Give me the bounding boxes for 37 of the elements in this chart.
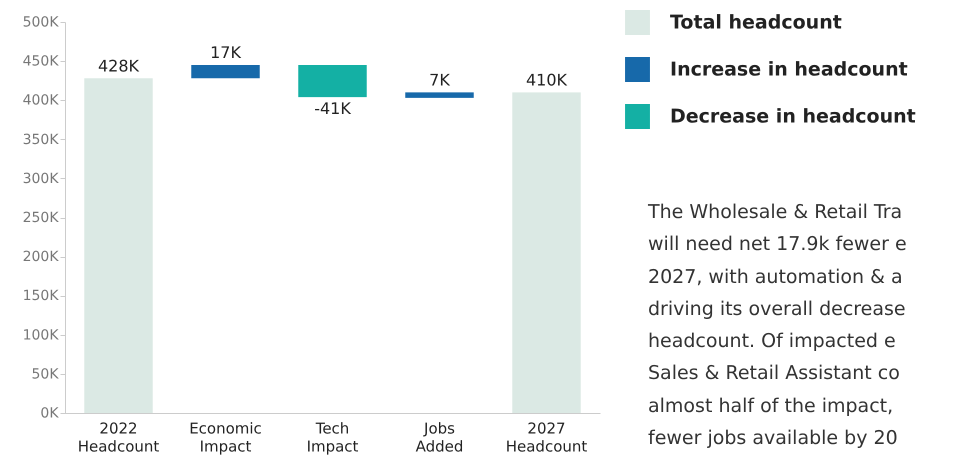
data-label: 428K bbox=[98, 56, 140, 76]
bar bbox=[298, 65, 367, 98]
y-tick-label: 50K bbox=[32, 366, 60, 382]
text: Sales & Retail Assistant co bbox=[648, 361, 901, 386]
bar bbox=[191, 65, 260, 78]
text: The Wholesale & Retail Tra bbox=[648, 200, 904, 225]
x-tick-label: Economic Impact bbox=[189, 420, 262, 456]
x-tick-label: Jobs Added bbox=[416, 420, 464, 456]
text: fewer jobs available by 20 bbox=[648, 426, 899, 452]
text: driving its overall decrease bbox=[648, 296, 907, 322]
data-label: 7K bbox=[429, 70, 450, 90]
y-tick-label: 350K bbox=[22, 132, 60, 148]
data-label: 17K bbox=[210, 43, 242, 62]
y-tick-label: 100K bbox=[22, 327, 60, 344]
y-tick-label: 450K bbox=[22, 54, 60, 70]
legend-label: Increase in headcount bbox=[670, 58, 908, 80]
y-tick-label: 300K bbox=[22, 170, 60, 187]
data-label: 410K bbox=[526, 70, 568, 90]
y-tick-label: 500K bbox=[22, 14, 60, 30]
bar bbox=[84, 78, 153, 413]
text: headcount. Of impacted e bbox=[648, 329, 897, 354]
text: will need net 17.9k fewer e bbox=[648, 232, 907, 258]
bar bbox=[512, 92, 581, 413]
legend-label: Total headcount bbox=[670, 12, 842, 34]
bar bbox=[405, 92, 474, 98]
text: 2027, with automation & a bbox=[648, 264, 904, 290]
data-label: -41K bbox=[314, 99, 352, 118]
y-tick-label: 400K bbox=[22, 92, 60, 109]
text: almost half of the impact, bbox=[648, 394, 894, 419]
legend-label: Decrease in headcount bbox=[670, 106, 916, 128]
y-tick-label: 250K bbox=[22, 210, 60, 226]
y-tick-label: 200K bbox=[22, 249, 60, 266]
x-tick-label: 2027 Headcount bbox=[506, 420, 588, 456]
y-tick-label: 0K bbox=[40, 406, 60, 422]
x-tick-label: 2022 Headcount bbox=[78, 420, 160, 456]
y-tick-label: 150K bbox=[22, 288, 60, 304]
x-tick-label: Tech Impact bbox=[306, 420, 359, 456]
